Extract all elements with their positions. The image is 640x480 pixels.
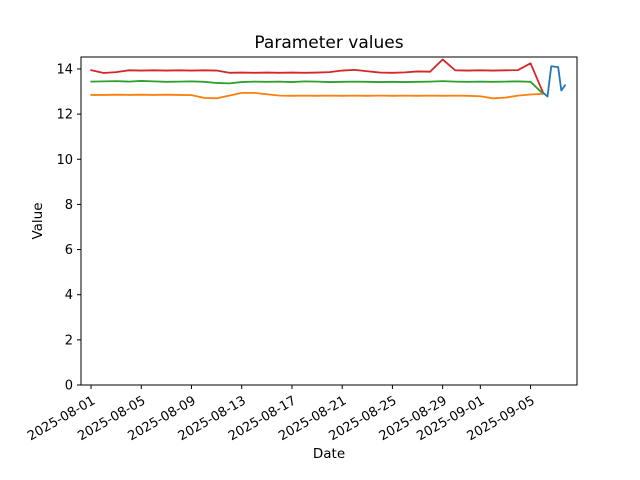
y-tick-label: 14 — [56, 62, 73, 77]
y-tick-label: 10 — [56, 153, 73, 168]
y-tick-label: 8 — [65, 198, 73, 213]
chart-title: Parameter values — [254, 33, 404, 53]
x-axis-label: Date — [312, 446, 346, 462]
series-blue-line — [542, 65, 566, 98]
series-green-line — [90, 80, 544, 95]
y-tick-label: 2 — [65, 333, 73, 348]
series-orange-line — [90, 91, 544, 100]
y-tick-label: 0 — [65, 379, 73, 394]
axes-frame — [80, 56, 578, 386]
series-red-line — [90, 58, 544, 94]
y-tick-label: 4 — [65, 288, 73, 303]
y-tick-label: 6 — [65, 243, 73, 258]
y-axis-label: Value — [30, 202, 46, 240]
y-tick-label: 12 — [56, 108, 73, 123]
